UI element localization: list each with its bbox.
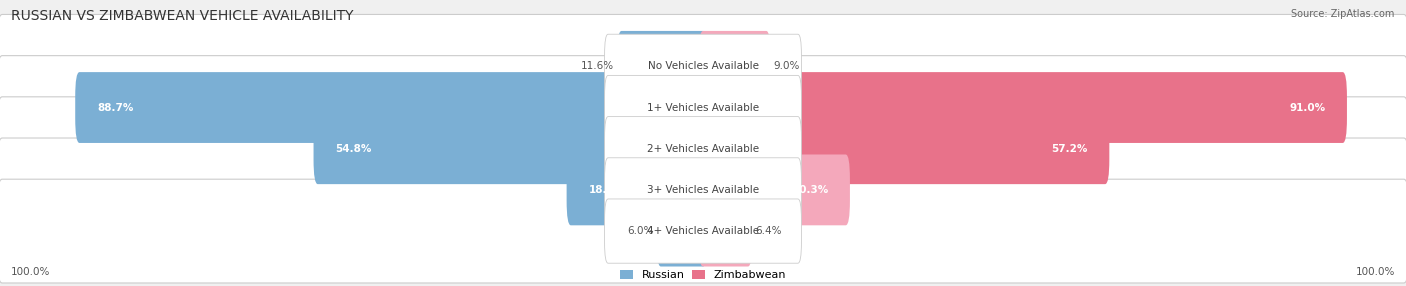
FancyBboxPatch shape xyxy=(699,113,1109,184)
FancyBboxPatch shape xyxy=(314,113,707,184)
FancyBboxPatch shape xyxy=(617,31,707,102)
FancyBboxPatch shape xyxy=(0,179,1406,283)
Text: 54.8%: 54.8% xyxy=(336,144,371,154)
FancyBboxPatch shape xyxy=(0,97,1406,200)
Text: 9.0%: 9.0% xyxy=(773,61,800,71)
Legend: Russian, Zimbabwean: Russian, Zimbabwean xyxy=(620,270,786,281)
Text: 11.6%: 11.6% xyxy=(581,61,614,71)
Text: 2+ Vehicles Available: 2+ Vehicles Available xyxy=(647,144,759,154)
FancyBboxPatch shape xyxy=(605,117,801,181)
Text: 20.3%: 20.3% xyxy=(792,185,828,195)
FancyBboxPatch shape xyxy=(605,158,801,222)
Text: RUSSIAN VS ZIMBABWEAN VEHICLE AVAILABILITY: RUSSIAN VS ZIMBABWEAN VEHICLE AVAILABILI… xyxy=(11,9,354,23)
FancyBboxPatch shape xyxy=(699,154,849,225)
Text: No Vehicles Available: No Vehicles Available xyxy=(648,61,758,71)
Text: 100.0%: 100.0% xyxy=(11,267,51,277)
Text: 6.0%: 6.0% xyxy=(627,226,654,236)
Text: 88.7%: 88.7% xyxy=(97,103,134,112)
FancyBboxPatch shape xyxy=(567,154,707,225)
Text: 1+ Vehicles Available: 1+ Vehicles Available xyxy=(647,103,759,112)
Text: 91.0%: 91.0% xyxy=(1289,103,1324,112)
FancyBboxPatch shape xyxy=(699,196,752,267)
FancyBboxPatch shape xyxy=(0,56,1406,159)
Text: Source: ZipAtlas.com: Source: ZipAtlas.com xyxy=(1291,9,1395,19)
Text: 18.8%: 18.8% xyxy=(588,185,624,195)
FancyBboxPatch shape xyxy=(657,196,707,267)
Text: 6.4%: 6.4% xyxy=(755,226,782,236)
FancyBboxPatch shape xyxy=(699,31,770,102)
FancyBboxPatch shape xyxy=(605,199,801,263)
FancyBboxPatch shape xyxy=(605,34,801,98)
Text: 100.0%: 100.0% xyxy=(1355,267,1395,277)
Text: 4+ Vehicles Available: 4+ Vehicles Available xyxy=(647,226,759,236)
FancyBboxPatch shape xyxy=(0,138,1406,242)
FancyBboxPatch shape xyxy=(76,72,707,143)
FancyBboxPatch shape xyxy=(0,15,1406,118)
FancyBboxPatch shape xyxy=(699,72,1347,143)
Text: 57.2%: 57.2% xyxy=(1052,144,1088,154)
FancyBboxPatch shape xyxy=(605,76,801,140)
Text: 3+ Vehicles Available: 3+ Vehicles Available xyxy=(647,185,759,195)
